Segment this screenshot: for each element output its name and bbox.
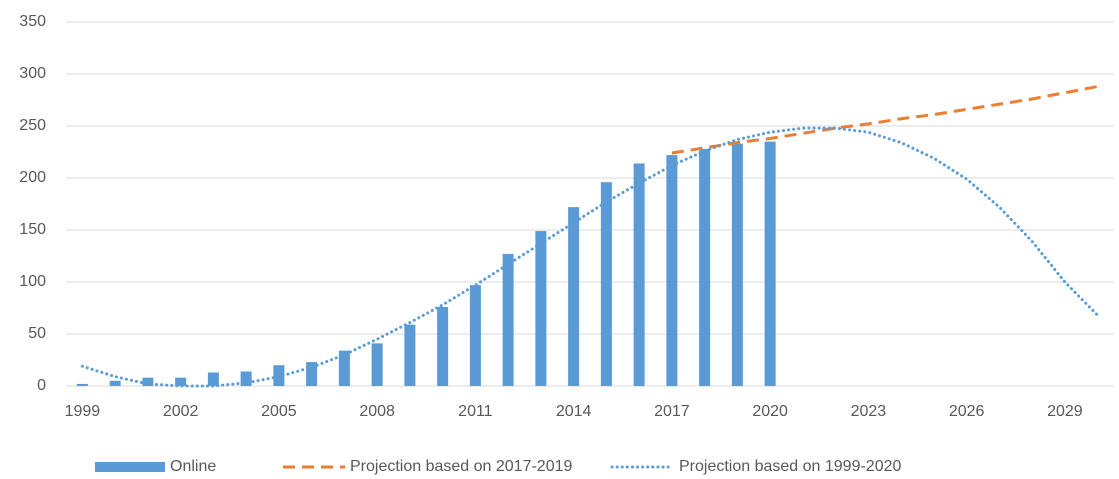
bar: [600, 182, 612, 386]
bar: [109, 380, 121, 386]
x-tick-label: 2029: [1047, 403, 1083, 420]
y-tick-label: 100: [19, 273, 46, 290]
bar: [633, 163, 645, 386]
bar: [502, 253, 514, 386]
bar: [207, 372, 219, 386]
y-tick-label: 300: [19, 65, 46, 82]
x-tick-label: 2008: [359, 403, 395, 420]
x-tick-label: 2023: [851, 403, 887, 420]
legend-label: Projection based on 1999-2020: [679, 458, 901, 475]
x-tick-label: 2026: [949, 403, 985, 420]
bar: [175, 377, 187, 386]
bar: [371, 343, 383, 386]
bar: [731, 143, 743, 386]
bar: [76, 383, 88, 386]
x-tick-label: 2020: [752, 403, 788, 420]
y-tick-label: 250: [19, 117, 46, 134]
bar: [338, 350, 350, 386]
bar: [142, 377, 154, 386]
trend-line: [80, 126, 1100, 388]
y-tick-label: 200: [19, 169, 46, 186]
x-tick-label: 2011: [458, 403, 493, 420]
x-tick-label: 2005: [261, 403, 297, 420]
x-tick-label: 2002: [163, 403, 199, 420]
x-tick-label: 1999: [65, 403, 101, 420]
bar: [535, 231, 547, 386]
bar: [568, 207, 580, 386]
y-tick-label: 350: [19, 13, 46, 30]
legend-swatch: [95, 462, 165, 472]
legend-label: Projection based on 2017-2019: [350, 458, 572, 475]
x-tick-label: 2017: [654, 403, 690, 420]
y-tick-label: 150: [19, 221, 46, 238]
bar: [240, 371, 252, 386]
bar: [437, 306, 449, 386]
y-tick-label: 0: [37, 377, 46, 394]
bar: [404, 324, 416, 386]
bar: [469, 285, 481, 386]
bar: [306, 362, 318, 386]
x-tick-label: 2014: [556, 403, 592, 420]
y-tick-label: 50: [28, 325, 46, 342]
bar: [666, 155, 678, 386]
bar: [699, 148, 711, 386]
bar: [764, 141, 776, 386]
legend-label: Online: [170, 458, 216, 475]
trend-line: [671, 85, 1098, 155]
